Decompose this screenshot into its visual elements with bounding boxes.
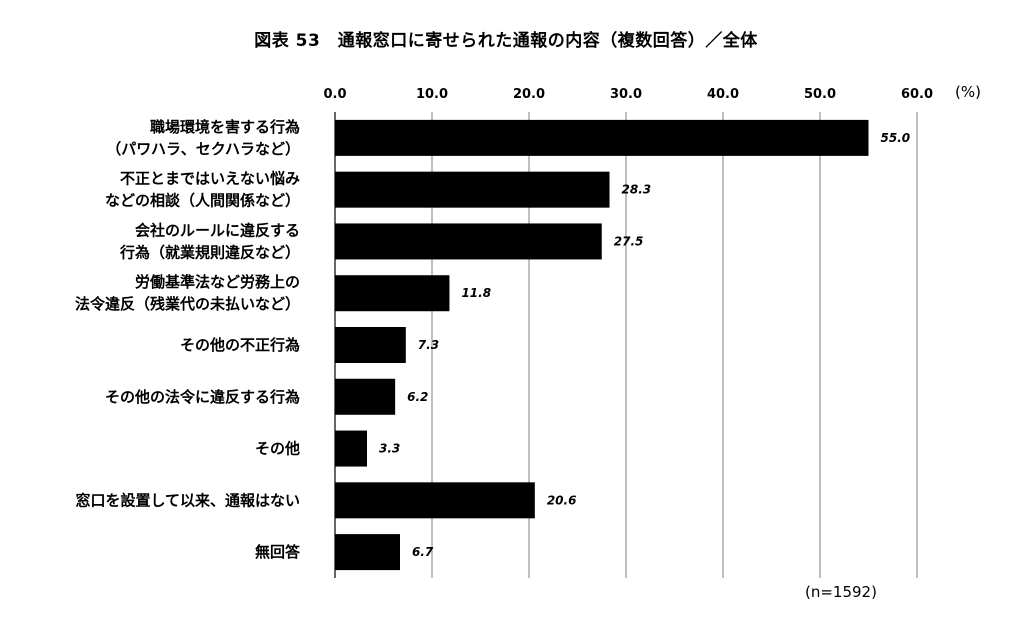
category-labels: 職場環境を害する行為 （パワハラ、セクハラなど） 不正とまではいえない悩みなどの相談…	[75, 118, 301, 561]
category-label: その他の法令に違反する行為	[105, 388, 300, 406]
data-label: 7.3	[418, 338, 439, 352]
category-label: 無回答	[255, 543, 301, 561]
category-label: （パワハラ、セクハラなど）	[106, 140, 300, 158]
category-label: 不正とまではいえない悩み	[120, 170, 300, 188]
category-label: 会社のルールに違反する	[135, 221, 300, 239]
sample-size-note: (n=1592)	[805, 583, 877, 601]
x-tick-label: 20.0	[513, 87, 545, 102]
bar	[335, 534, 400, 571]
bar	[335, 171, 610, 208]
data-label: 6.2	[407, 390, 428, 404]
bar	[335, 430, 368, 467]
category-label: 職場環境を害する行為	[150, 118, 300, 136]
bar	[335, 275, 450, 312]
data-label: 28.3	[622, 183, 652, 197]
x-axis-ticks: 0.0 10.0 20.0 30.0 40.0 50.0 60.0	[323, 87, 933, 102]
data-label: 3.3	[379, 442, 400, 456]
x-tick-label: 60.0	[901, 87, 933, 102]
category-label: 労働基準法など労務上の	[135, 273, 300, 291]
category-label: 行為（就業規則違反など）	[119, 243, 300, 261]
bar	[335, 327, 406, 363]
bar	[335, 119, 869, 156]
data-label: 55.0	[881, 131, 911, 145]
category-label: その他の不正行為	[180, 336, 300, 354]
chart-title: 図表 53 通報窓口に寄せられた通報の内容（複数回答）／全体	[254, 31, 758, 51]
x-tick-label: 0.0	[323, 87, 346, 102]
category-label: 窓口を設置して以来、通報はない	[75, 491, 300, 509]
x-tick-label: 10.0	[416, 87, 448, 102]
bar	[335, 378, 396, 415]
data-label: 27.5	[614, 234, 644, 248]
x-tick-label: 50.0	[804, 87, 836, 102]
x-tick-label: 30.0	[610, 87, 642, 102]
data-label: 6.7	[412, 545, 434, 559]
data-label: 20.6	[547, 493, 577, 507]
bars	[335, 119, 869, 571]
category-label: などの相談（人間関係など）	[105, 192, 300, 210]
bar	[335, 482, 535, 519]
unit-label: (%)	[955, 83, 981, 101]
bar	[335, 223, 602, 260]
data-label: 11.8	[461, 286, 491, 300]
value-labels: 55.0 28.3 27.5 11.8 7.3 6.2 3.3 20.6 6.7	[379, 131, 910, 559]
x-tick-label: 40.0	[707, 87, 739, 102]
category-label: その他	[255, 440, 300, 458]
category-label: 法令違反（残業代の未払いなど）	[75, 295, 300, 313]
